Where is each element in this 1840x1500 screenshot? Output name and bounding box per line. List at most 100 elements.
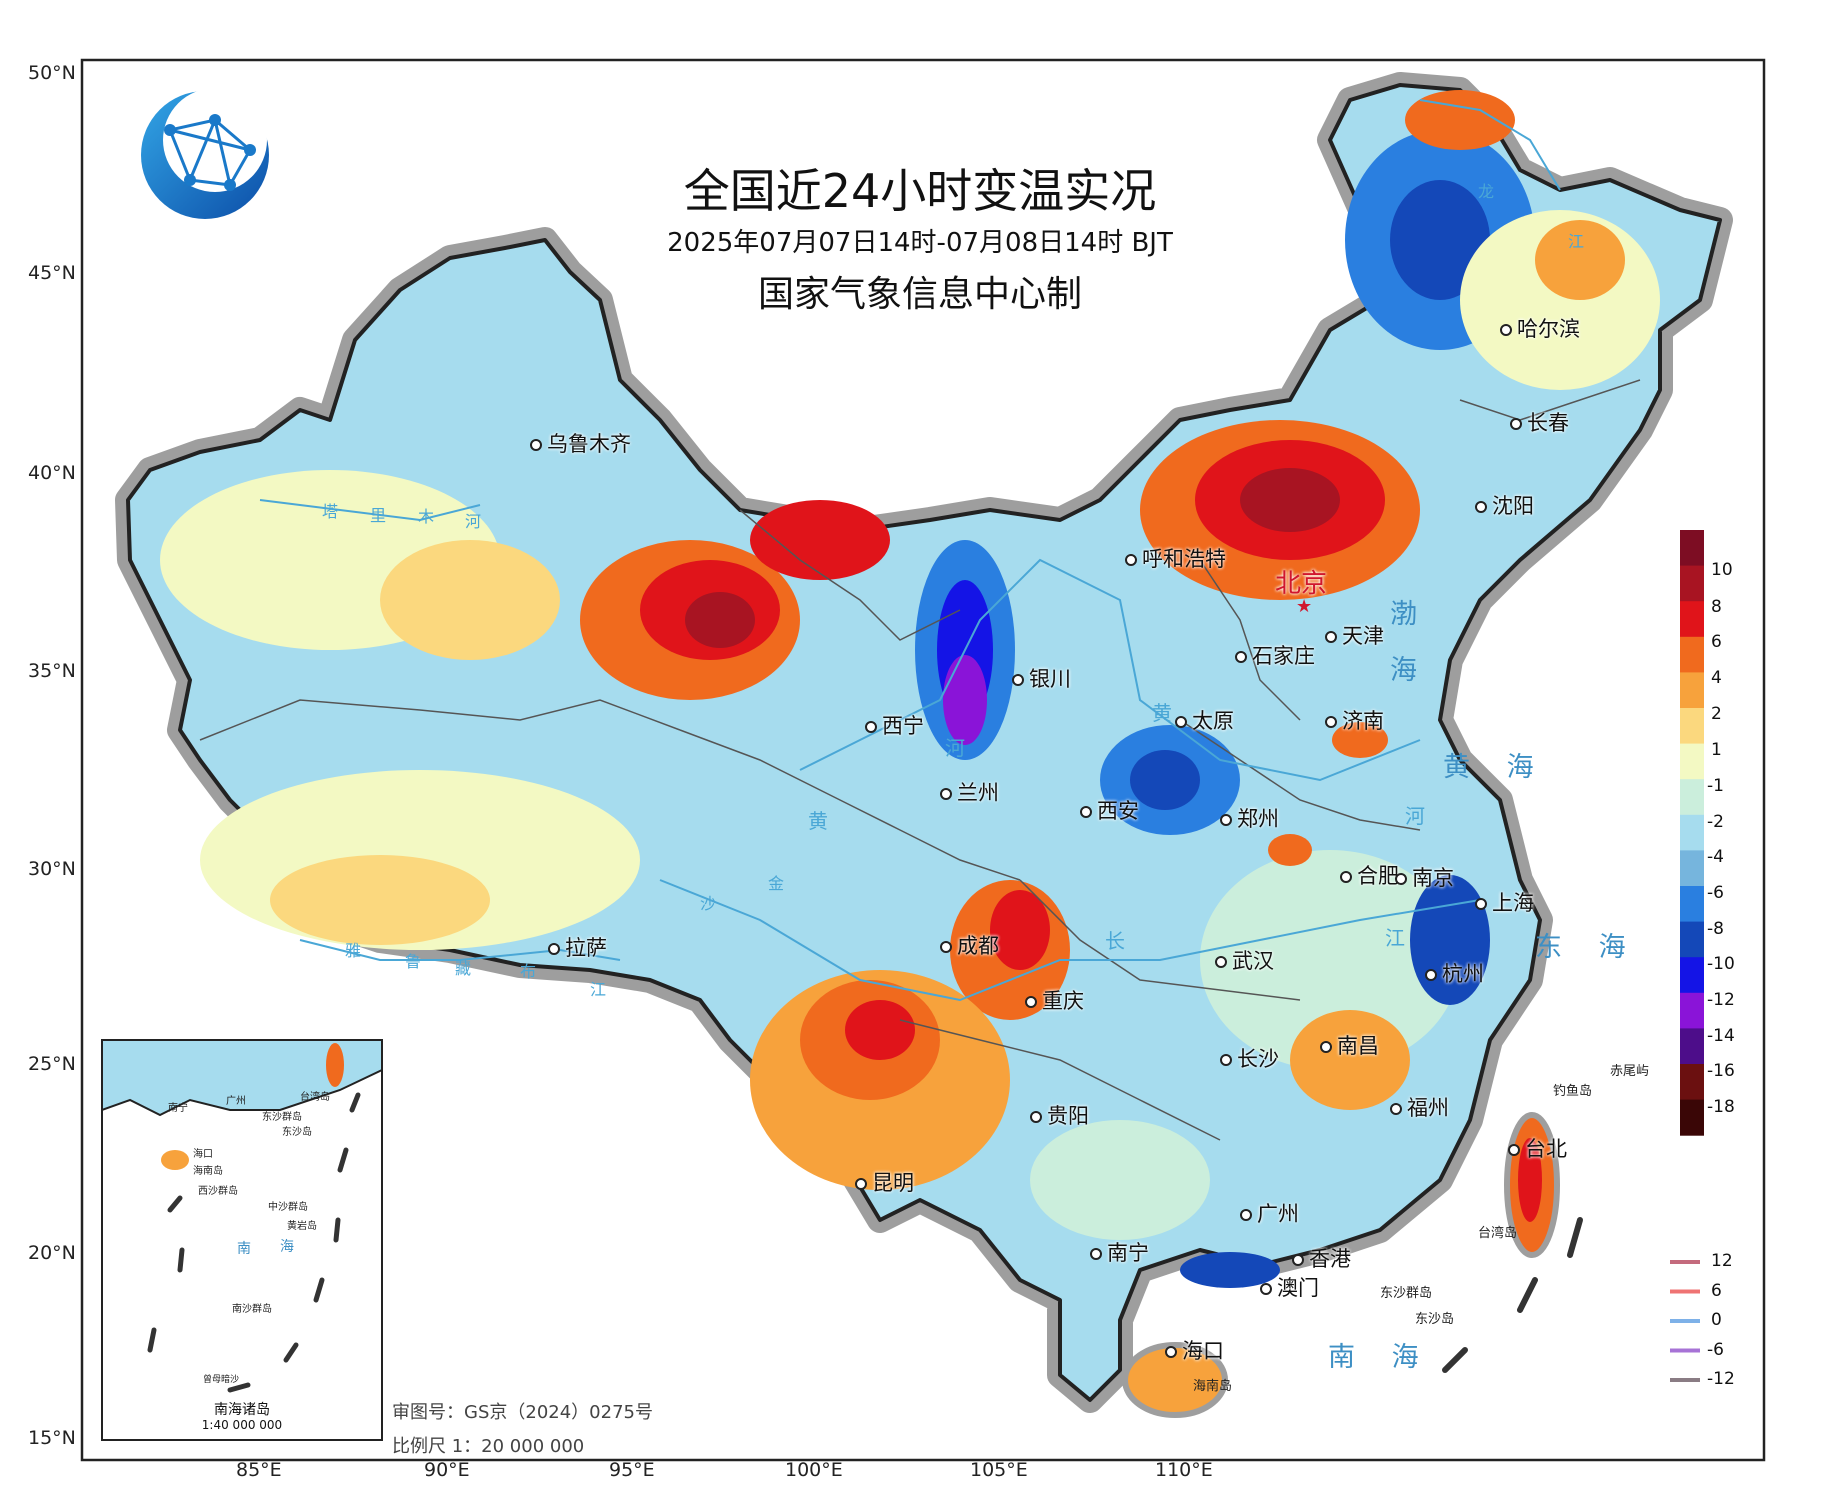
legend-fill-label: 8 — [1711, 597, 1722, 617]
lon-label-105: 105°E — [970, 1459, 1028, 1481]
lat-label-45: 45°N — [28, 262, 76, 284]
legend-fill-label: 10 — [1711, 560, 1733, 580]
lon-label-110: 110°E — [1155, 1459, 1213, 1481]
city-changsha: 长沙 — [1220, 1043, 1279, 1073]
inset-label: 东沙群岛 — [262, 1112, 302, 1123]
river-label: 雅 — [345, 941, 362, 960]
legend-fill-label: 4 — [1711, 668, 1722, 688]
legend-swatch — [1680, 1028, 1704, 1065]
river-yangtze — [659, 879, 1481, 1002]
inset-label: 海南岛 — [193, 1166, 223, 1177]
boundary-east — [1179, 719, 1421, 831]
island-hainan: 海南岛 — [1193, 1379, 1233, 1394]
legend-lines — [1670, 1260, 1700, 1382]
inset-map — [101, 1039, 383, 1393]
legend-swatch — [1680, 530, 1704, 567]
river-label: 江 — [1568, 232, 1585, 251]
lat-label-30: 30°N — [28, 858, 76, 880]
river-label: 黄 — [808, 809, 828, 833]
legend-swatch — [1680, 672, 1704, 709]
river-heilong — [1419, 99, 1561, 191]
city-shenyang: 沈阳 — [1475, 490, 1534, 520]
boundary-northeast — [1459, 379, 1641, 421]
inset-label: 南宁 — [168, 1103, 188, 1114]
legend-swatch — [1680, 565, 1704, 602]
city-nanchang: 南昌 — [1320, 1030, 1379, 1060]
globe-network-logo-icon — [141, 88, 269, 219]
city-haikou: 海口 — [1165, 1335, 1224, 1365]
dash-segment — [1442, 1347, 1468, 1373]
city-macau: 澳门 — [1260, 1272, 1319, 1302]
river-label: 塔 — [322, 502, 339, 521]
legend-swatch — [1680, 921, 1704, 958]
boundary-hebei — [1199, 559, 1301, 721]
sea-yellow: 黄 海 — [1443, 752, 1548, 783]
map-producer: 国家气象信息中心制 — [757, 274, 1082, 315]
dash-segment — [1517, 1277, 1538, 1313]
island-dongsha: 东沙岛 — [1415, 1312, 1455, 1327]
city-hangzhou: 杭州 — [1425, 958, 1484, 988]
legend-fill-label: -12 — [1707, 990, 1735, 1010]
patch-east-light — [1200, 850, 1460, 1070]
inset-label: 黄岩岛 — [287, 1221, 317, 1232]
city-lhasa: 拉萨 — [548, 932, 607, 962]
legend-swatch — [1680, 992, 1704, 1029]
patch-northeast-warm — [1535, 220, 1625, 300]
river-yarlung — [299, 939, 621, 961]
legend-fill-label: -6 — [1707, 883, 1724, 903]
legend-swatch — [1680, 779, 1704, 816]
lat-label-50: 50°N — [28, 62, 76, 84]
map-scale: 比例尺 1：20 000 000 — [392, 1436, 585, 1457]
island-dongsha-qundao: 东沙群岛 — [1380, 1286, 1433, 1301]
inset-label: 中沙群岛 — [268, 1202, 308, 1213]
sea-south: 南 海 — [1328, 1342, 1433, 1373]
city-shijiazhuang: 石家庄 — [1235, 640, 1315, 670]
inset-label: 东沙岛 — [282, 1127, 312, 1138]
inset-label: 南沙群岛 — [232, 1304, 272, 1315]
city-hongkong: 香港 — [1292, 1243, 1351, 1273]
inset-coast — [101, 1039, 383, 1117]
city-wuhan: 武汉 — [1215, 945, 1274, 975]
city-xian: 西安 — [1080, 795, 1139, 825]
river-label: 木 — [418, 507, 435, 526]
patch-qinghai-core — [685, 592, 755, 648]
capital-star-icon: ★ — [1296, 596, 1313, 617]
lat-label-20: 20°N — [28, 1242, 76, 1264]
river-tarim — [259, 499, 481, 522]
boundary-xinjiang-tibet — [199, 699, 681, 741]
river-yellow — [799, 558, 1421, 782]
lat-label-35: 35°N — [28, 660, 76, 682]
city-xining: 西宁 — [865, 710, 924, 740]
patch-tibet-light — [270, 855, 490, 945]
rivers — [259, 99, 1561, 1002]
patch-xinjiang-light — [380, 540, 560, 660]
lon-label-85: 85°E — [236, 1459, 282, 1481]
inset-dash-segment — [177, 1247, 185, 1273]
inset-dash-segment — [313, 1277, 325, 1303]
river-label: 沙 — [700, 894, 717, 913]
legend-swatch — [1680, 601, 1704, 638]
inset-label: 海 — [280, 1239, 294, 1255]
legend-fill-label: -1 — [1707, 776, 1724, 796]
city-guiyang: 贵阳 — [1030, 1100, 1089, 1130]
legend-line-label: -6 — [1707, 1340, 1724, 1360]
legend-fill-label: -14 — [1707, 1026, 1735, 1046]
legend-fill-label: -2 — [1707, 812, 1724, 832]
city-changchun: 长春 — [1510, 407, 1569, 437]
legend-swatch — [1680, 886, 1704, 923]
legend-fill-label: -4 — [1707, 847, 1724, 867]
inset-hainan — [161, 1150, 189, 1170]
lon-label-100: 100°E — [785, 1459, 843, 1481]
patch-guangxi-light — [1030, 1120, 1210, 1240]
city-haerbin: 哈尔滨 — [1500, 313, 1580, 343]
patch-sichuan-hot — [990, 890, 1050, 970]
city-hohhot: 呼和浩特 — [1125, 543, 1226, 573]
boundary-sichuan — [679, 729, 1021, 881]
city-taiyuan: 太原 — [1175, 705, 1234, 735]
legend-swatch — [1680, 743, 1704, 780]
river-label: 江 — [590, 980, 607, 999]
city-kunming: 昆明 — [855, 1167, 914, 1197]
province-boundaries — [199, 379, 1641, 1141]
boundary-gansu-neimeng — [739, 509, 961, 641]
city-nanning: 南宁 — [1090, 1237, 1149, 1267]
